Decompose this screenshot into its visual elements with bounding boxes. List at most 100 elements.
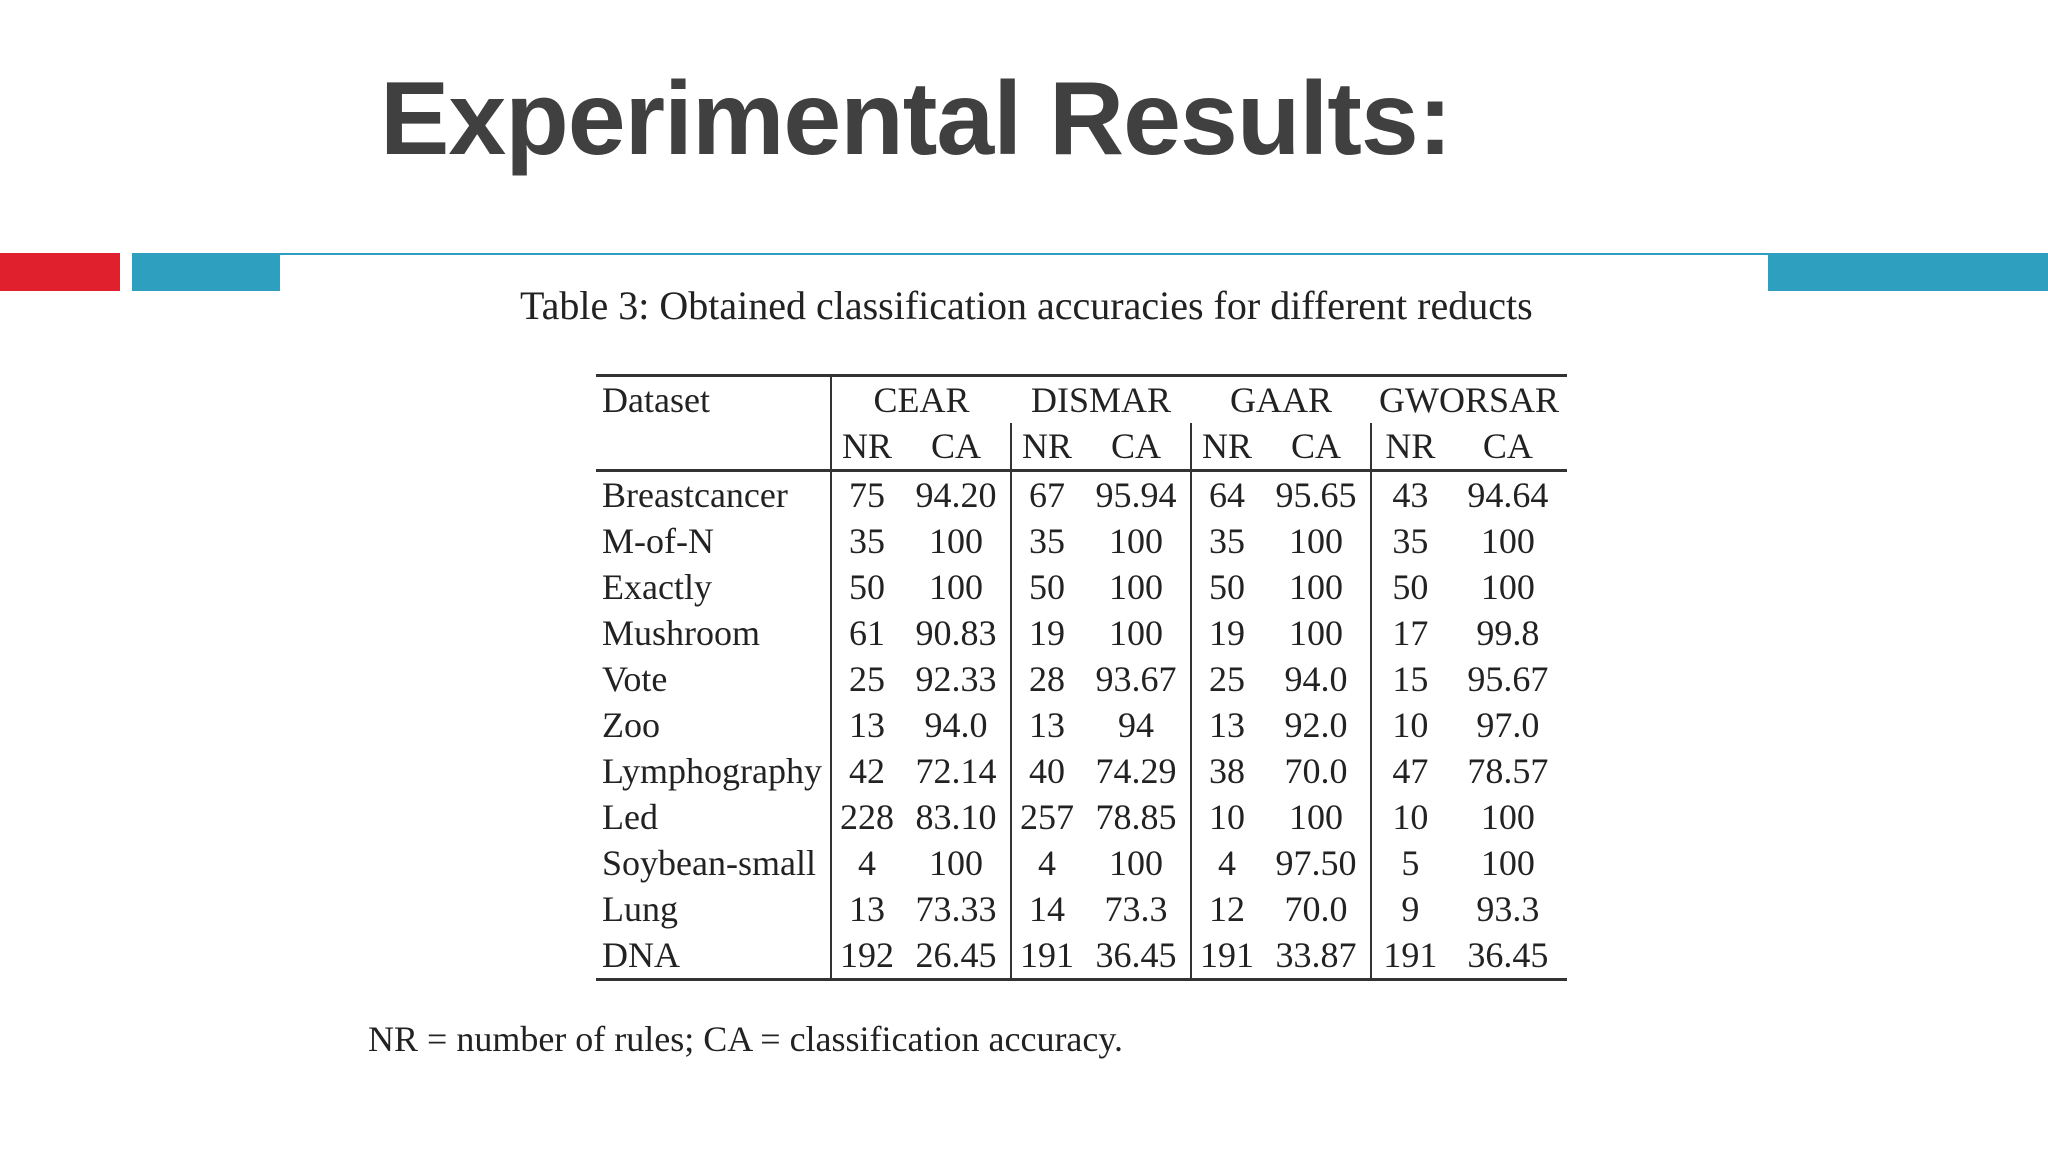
ca-cell: 36.45 <box>1448 932 1568 981</box>
nr-cell: 42 <box>829 748 902 794</box>
ca-cell: 70.0 <box>1284 751 1348 791</box>
ca-cell: 73.3 <box>1104 889 1168 929</box>
subheader-ca: CA <box>1081 423 1191 472</box>
method-header-gaar: GAAR <box>1190 374 1371 423</box>
table-row: Zoo 13 94.0 13 94 13 92.0 10 97.0 <box>596 702 1567 748</box>
nr-cell: 50 <box>1009 564 1082 610</box>
ca-cell: 36.45 <box>1081 932 1191 981</box>
ca-cell: 95.67 <box>1467 659 1549 699</box>
table-row: Exactly 50 100 50 100 50 100 50 100 <box>596 564 1567 610</box>
accent-bar-teal-right <box>1768 253 2048 291</box>
table-row: Vote 25 92.33 28 93.67 25 94.0 15 95.67 <box>596 656 1567 702</box>
nr-cell: 50 <box>829 564 902 610</box>
ca-cell: 100 <box>1288 521 1343 561</box>
nr-cell: 4 <box>1009 840 1082 886</box>
nr-cell: 25 <box>829 656 902 702</box>
nr-cell: 35 <box>1189 518 1262 564</box>
dataset-name-cell: Led <box>602 797 658 837</box>
nr-cell: 15 <box>1369 656 1449 702</box>
ca-cell: 94.0 <box>924 705 988 745</box>
nr-cell: 257 <box>1009 794 1082 840</box>
ca-cell: 78.85 <box>1095 797 1177 837</box>
nr-cell: 191 <box>1009 932 1082 981</box>
ca-cell: 100 <box>1108 613 1163 653</box>
nr-cell: 38 <box>1189 748 1262 794</box>
nr-cell: 67 <box>1009 470 1082 518</box>
ca-cell: 94.20 <box>915 475 997 515</box>
table-row: Breastcancer 75 94.20 67 95.94 64 95.65 43 94.64 <box>596 470 1567 518</box>
ca-cell: 100 <box>1108 843 1163 883</box>
table-row: Mushroom 61 90.83 19 100 19 100 17 99.8 <box>596 610 1567 656</box>
nr-cell: 228 <box>829 794 902 840</box>
nr-cell: 4 <box>829 840 902 886</box>
ca-cell: 95.65 <box>1275 475 1357 515</box>
ca-cell: 97.0 <box>1476 705 1540 745</box>
nr-cell: 191 <box>1189 932 1262 981</box>
ca-cell: 97.50 <box>1275 843 1357 883</box>
ca-cell: 100 <box>928 567 983 607</box>
ca-cell: 33.87 <box>1261 932 1371 981</box>
ca-cell: 92.0 <box>1284 705 1348 745</box>
ca-cell: 100 <box>1288 613 1343 653</box>
nr-cell: 192 <box>829 932 902 981</box>
ca-cell: 100 <box>1108 567 1163 607</box>
nr-cell: 47 <box>1369 748 1449 794</box>
nr-cell: 9 <box>1369 886 1449 932</box>
ca-cell: 90.83 <box>915 613 997 653</box>
table-row: DNA 192 26.45 191 36.45 191 33.87 191 36.45 <box>596 932 1568 981</box>
ca-cell: 99.8 <box>1476 613 1540 653</box>
results-table: Dataset CEAR DISMAR GAAR GWORSAR NR CA N… <box>596 374 1568 981</box>
nr-cell: 13 <box>829 886 902 932</box>
ca-cell: 100 <box>928 843 983 883</box>
slide-title: Experimental Results: <box>380 61 1452 177</box>
dataset-name-cell: Exactly <box>602 567 712 607</box>
ca-cell: 100 <box>1480 843 1535 883</box>
accent-divider-line <box>280 253 1768 255</box>
subheader-nr: NR <box>829 423 902 472</box>
dataset-subheader-empty <box>596 423 831 472</box>
nr-cell: 28 <box>1009 656 1082 702</box>
nr-cell: 19 <box>1009 610 1082 656</box>
table-caption: Table 3: Obtained classification accurac… <box>520 283 1533 328</box>
nr-cell: 75 <box>829 470 902 518</box>
nr-cell: 43 <box>1369 470 1449 518</box>
ca-cell: 100 <box>1108 521 1163 561</box>
dataset-name-cell: Zoo <box>602 705 660 745</box>
dataset-header: Dataset <box>596 374 831 423</box>
nr-cell: 10 <box>1189 794 1262 840</box>
table-row: Lymphography 42 72.14 40 74.29 38 70.0 47 78.57 <box>596 748 1567 794</box>
table-body: Breastcancer 75 94.20 67 95.94 64 95.65 43 94.64… <box>596 470 1568 981</box>
subheader-nr: NR <box>1009 423 1082 472</box>
nr-cell: 40 <box>1009 748 1082 794</box>
subheader-ca: CA <box>1261 423 1371 472</box>
ca-cell: 70.0 <box>1284 889 1348 929</box>
ca-cell: 100 <box>1288 797 1343 837</box>
ca-cell: 72.14 <box>915 751 997 791</box>
nr-cell: 35 <box>829 518 902 564</box>
ca-cell: 100 <box>1480 797 1535 837</box>
dataset-name-cell: Breastcancer <box>602 475 788 515</box>
nr-cell: 50 <box>1369 564 1449 610</box>
dataset-name-cell: Lung <box>602 889 678 929</box>
nr-cell: 35 <box>1009 518 1082 564</box>
table-row: Lung 13 73.33 14 73.3 12 70.0 9 93.3 <box>596 886 1567 932</box>
subheader-ca: CA <box>1448 423 1568 472</box>
nr-cell: 61 <box>829 610 902 656</box>
dataset-name-cell: M-of-N <box>602 521 714 561</box>
method-header-cear: CEAR <box>829 374 1011 423</box>
subheader-nr: NR <box>1369 423 1449 472</box>
ca-cell: 83.10 <box>915 797 997 837</box>
table-row: Led 228 83.10 257 78.85 10 100 10 100 <box>596 794 1567 840</box>
table-row: M-of-N 35 100 35 100 35 100 35 100 <box>596 518 1567 564</box>
nr-cell: 50 <box>1189 564 1262 610</box>
nr-cell: 5 <box>1369 840 1449 886</box>
ca-cell: 95.94 <box>1095 475 1177 515</box>
accent-bar-red <box>0 253 120 291</box>
accent-bar-teal-left <box>132 253 280 291</box>
nr-cell: 14 <box>1009 886 1082 932</box>
table-row: Soybean-small 4 100 4 100 4 97.50 5 100 <box>596 840 1567 886</box>
nr-cell: 19 <box>1189 610 1262 656</box>
nr-cell: 64 <box>1189 470 1262 518</box>
ca-cell: 94 <box>1117 705 1154 745</box>
ca-cell: 92.33 <box>915 659 997 699</box>
